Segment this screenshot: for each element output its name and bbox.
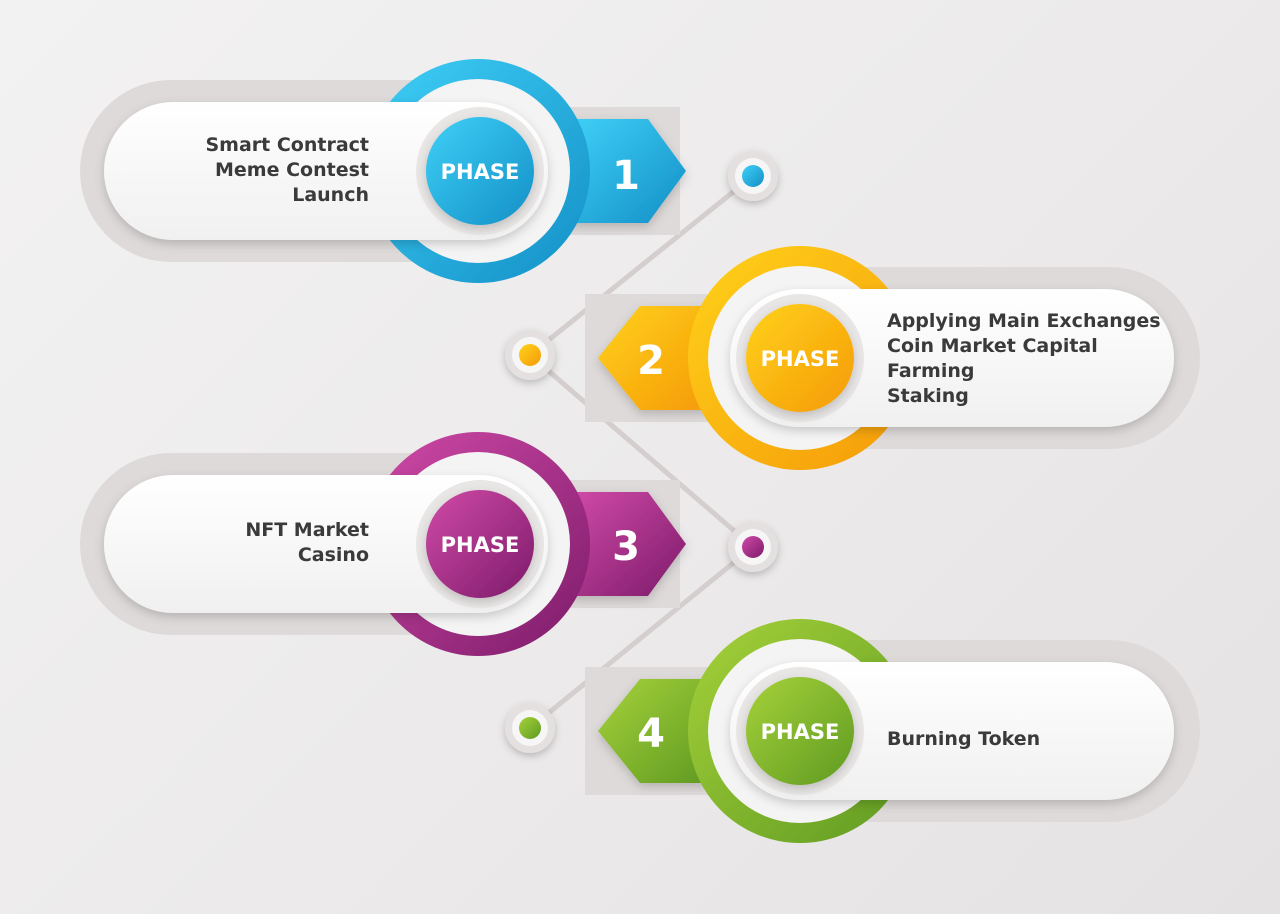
phase-1-item: Launch [292, 184, 369, 206]
phase-2-number: 2 [637, 338, 665, 384]
phase-2-label: PHASE [761, 347, 840, 371]
phase-1-item: Meme Contest [215, 159, 369, 181]
phase-1: PHASE 1 Smart Contract Meme Contest Laun… [80, 59, 686, 283]
phase-4-number: 4 [637, 711, 665, 757]
connector-node-3 [728, 522, 778, 572]
phase-1-number: 1 [612, 153, 640, 199]
phase-2-item: Coin Market Capital [887, 335, 1098, 357]
connector-node-4 [505, 703, 555, 753]
phase-3-label: PHASE [441, 533, 520, 557]
phase-3-item: NFT Market [245, 519, 369, 541]
phase-4-item: Burning Token [887, 728, 1040, 750]
connector-lines [527, 173, 756, 731]
connector-node-2 [505, 330, 555, 380]
phase-2-item: Farming [887, 360, 975, 382]
phase-2-item: Applying Main Exchanges [887, 310, 1161, 332]
phase-4-label: PHASE [761, 720, 840, 744]
connector-node-1 [728, 151, 778, 201]
phase-1-item: Smart Contract [205, 134, 369, 156]
phase-2-item: Staking [887, 385, 969, 407]
phase-1-label: PHASE [441, 160, 520, 184]
phase-3-item: Casino [298, 544, 369, 566]
phase-2: PHASE 2 Applying Main Exchanges Coin Mar… [585, 246, 1200, 470]
phase-4: PHASE 4 Burning Token [585, 619, 1200, 843]
phase-3-number: 3 [612, 524, 640, 570]
phase-3: PHASE 3 NFT Market Casino [80, 432, 686, 656]
